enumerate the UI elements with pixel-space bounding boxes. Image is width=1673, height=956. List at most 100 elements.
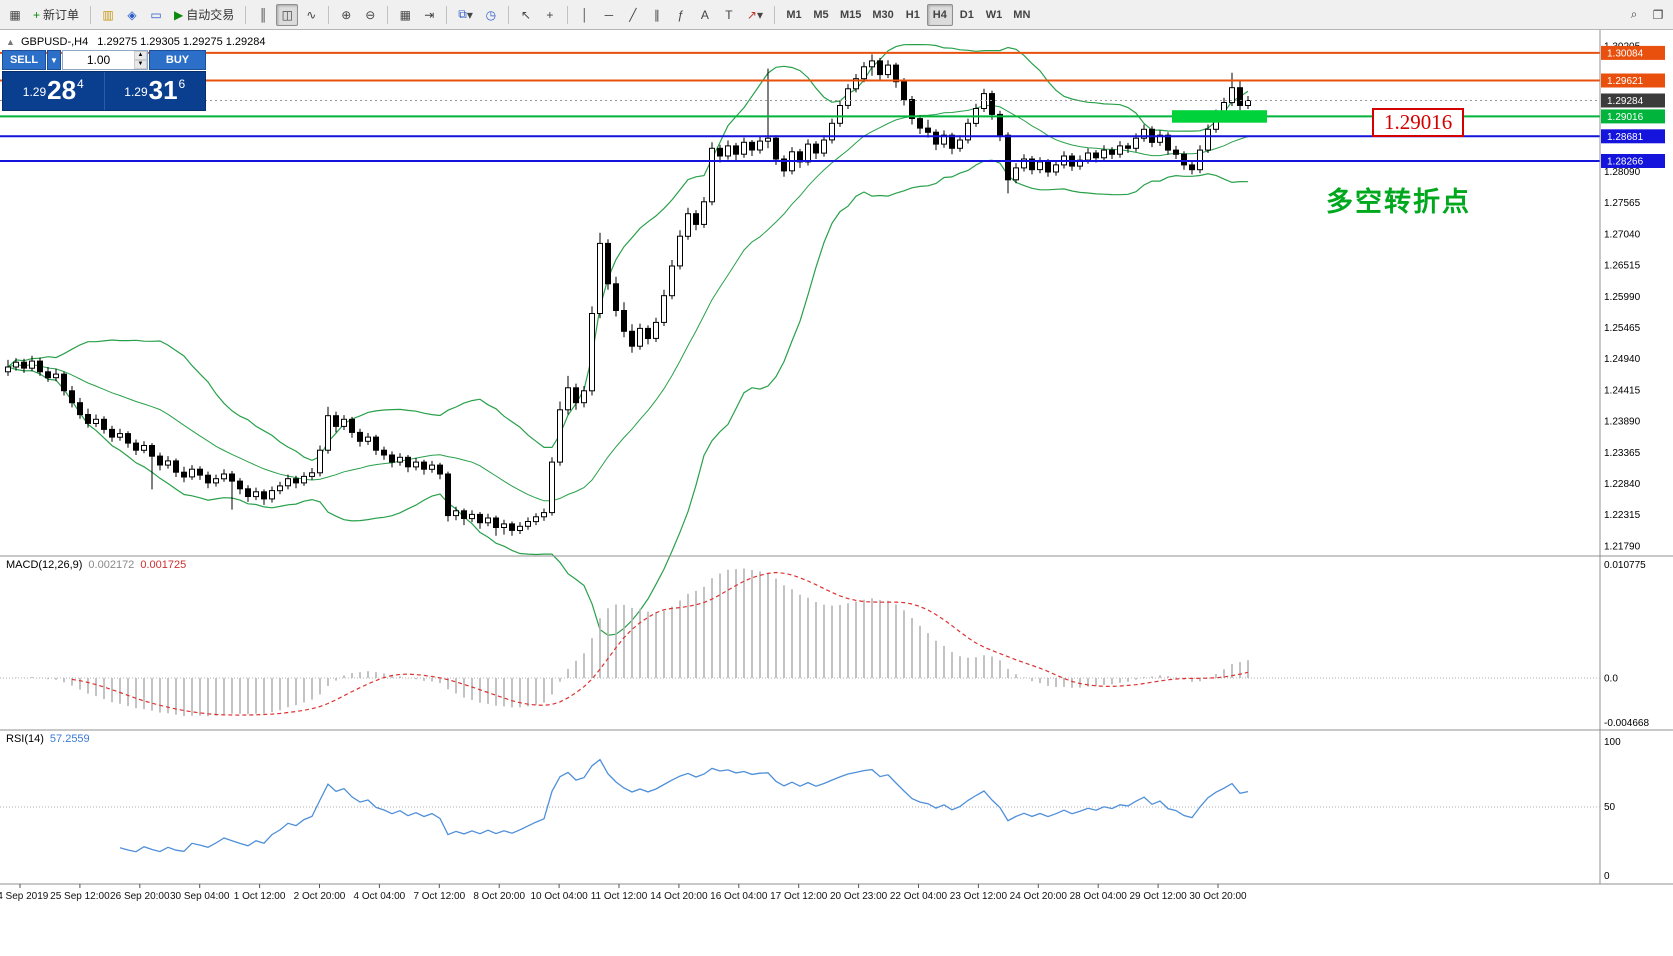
volume-field-wrap: ▲ ▼: [62, 50, 148, 70]
search-button[interactable]: ⌕: [1623, 4, 1645, 26]
clock-icon: ◷: [485, 7, 497, 22]
candlestick-icon: ◫: [281, 7, 293, 22]
svg-text:25 Sep 12:00: 25 Sep 12:00: [50, 891, 110, 902]
svg-text:1.28266: 1.28266: [1607, 157, 1644, 168]
svg-text:0.010775: 0.010775: [1604, 560, 1646, 571]
timeframe-group: M1 M5 M15 M30 H1 H4 D1 W1 MN: [781, 3, 1035, 26]
channel-icon: ∥: [653, 7, 660, 22]
horizontal-line-tool-button[interactable]: ─: [598, 4, 620, 26]
svg-text:30 Sep 04:00: 30 Sep 04:00: [170, 891, 230, 902]
svg-text:1.25990: 1.25990: [1604, 292, 1641, 303]
sell-button[interactable]: SELL: [2, 50, 46, 70]
svg-text:1.28681: 1.28681: [1607, 132, 1644, 143]
arrows-tool-button[interactable]: ↗ ▾: [742, 4, 768, 26]
volume-input[interactable]: [63, 51, 134, 69]
candlestick-type-button[interactable]: ◫: [276, 3, 299, 26]
timeframe-button-m1[interactable]: M1: [781, 4, 807, 26]
price-callout[interactable]: 1.29016: [1372, 108, 1465, 137]
svg-text:7 Oct 12:00: 7 Oct 12:00: [413, 891, 465, 902]
svg-text:1.29621: 1.29621: [1607, 76, 1644, 87]
toolbar-separator: [507, 5, 509, 24]
trendline-tool-button[interactable]: ╱: [622, 4, 644, 26]
macd-label: MACD(12,26,9) 0.002172 0.001725: [6, 559, 186, 571]
buy-price-big: 31: [148, 75, 178, 105]
timeframe-button-h4[interactable]: H4: [926, 3, 953, 26]
zoom-in-button[interactable]: ⊕: [335, 4, 357, 26]
cursor-tool-button[interactable]: ↖: [515, 4, 537, 26]
terminal-icon: ▭: [150, 7, 162, 22]
toolbar-separator: [773, 5, 775, 24]
timeframe-button-m30[interactable]: M30: [867, 4, 898, 26]
buy-price-display[interactable]: 1.29 31 6: [105, 72, 206, 110]
search-icon: ⌕: [1630, 7, 1638, 21]
line-chart-type-button[interactable]: ∿: [300, 4, 322, 26]
svg-text:1.27040: 1.27040: [1604, 229, 1641, 240]
rsi-name: RSI(14): [6, 733, 44, 745]
zoom-out-button[interactable]: ⊖: [359, 4, 381, 26]
timeframe-button-m15[interactable]: M15: [835, 4, 866, 26]
symbol-title: GBPUSD-,H4: [20, 36, 89, 48]
grid-toggle-button[interactable]: ▦: [394, 4, 416, 26]
macd-main-value: 0.002172: [88, 559, 135, 571]
navigator-button[interactable]: ◈: [121, 4, 143, 26]
svg-text:0: 0: [1604, 871, 1610, 882]
svg-text:24 Oct 20:00: 24 Oct 20:00: [1010, 891, 1068, 902]
zoom-out-icon: ⊖: [365, 7, 376, 22]
svg-text:4 Oct 04:00: 4 Oct 04:00: [354, 891, 406, 902]
timeframe-button-h1[interactable]: H1: [900, 4, 926, 26]
new-order-button[interactable]: + 新订单: [28, 4, 84, 26]
arrange-windows-icon: ⧉: [458, 7, 467, 21]
one-click-trade-panel: SELL ▼ ▲ ▼ BUY 1.29 28 4 1.29 31 6: [2, 50, 206, 111]
chart-shift-icon: ⇥: [424, 7, 435, 22]
svg-text:0.0: 0.0: [1604, 674, 1618, 685]
sell-dropdown-button[interactable]: ▼: [47, 50, 61, 70]
sell-price-display[interactable]: 1.29 28 4: [3, 72, 105, 110]
label-tool-button[interactable]: T: [718, 4, 740, 26]
svg-text:1.23365: 1.23365: [1604, 448, 1641, 459]
vertical-line-tool-button[interactable]: │: [574, 4, 596, 26]
terminal-button[interactable]: ▭: [145, 4, 167, 26]
annotation-text[interactable]: 多空转折点: [1326, 187, 1471, 217]
volume-down-button[interactable]: ▼: [134, 60, 147, 69]
chart-window-button[interactable]: ▦: [4, 4, 26, 26]
toolbar-separator: [387, 5, 389, 24]
chart-window-icon: ▦: [9, 7, 21, 22]
chevron-down-icon: ▾: [466, 7, 473, 22]
crosshair-tool-button[interactable]: +: [539, 4, 561, 26]
new-order-icon: +: [33, 7, 41, 22]
timeframe-button-m5[interactable]: M5: [808, 4, 834, 26]
channel-tool-button[interactable]: ∥: [646, 4, 668, 26]
arrange-windows-button[interactable]: ⧉ ▾: [453, 4, 478, 26]
svg-text:17 Oct 12:00: 17 Oct 12:00: [770, 891, 828, 902]
cursor-icon: ↖: [520, 7, 531, 22]
svg-text:1 Oct 12:00: 1 Oct 12:00: [234, 891, 286, 902]
symbol-icon: ▲: [6, 37, 15, 47]
zoom-in-icon: ⊕: [341, 7, 352, 22]
svg-text:1.27565: 1.27565: [1604, 198, 1641, 209]
svg-text:1.21790: 1.21790: [1604, 541, 1641, 552]
timeframe-button-mn[interactable]: MN: [1008, 4, 1035, 26]
buy-button[interactable]: BUY: [149, 50, 206, 70]
svg-text:1.22315: 1.22315: [1604, 510, 1641, 521]
bar-chart-type-button[interactable]: ║: [252, 4, 274, 26]
auto-trading-button[interactable]: ▶ 自动交易: [169, 4, 239, 26]
fibonacci-tool-button[interactable]: ƒ: [670, 4, 692, 26]
timeframe-button-w1[interactable]: W1: [981, 4, 1008, 26]
trendline-icon: ╱: [629, 7, 637, 22]
market-watch-button[interactable]: ▥: [97, 4, 119, 26]
horizontal-line-icon: ─: [604, 7, 614, 22]
fibonacci-icon: ƒ: [677, 7, 685, 22]
text-tool-button[interactable]: A: [694, 4, 716, 26]
svg-text:-0.004668: -0.004668: [1604, 718, 1649, 729]
svg-text:1.23890: 1.23890: [1604, 417, 1641, 428]
svg-text:11 Oct 12:00: 11 Oct 12:00: [591, 891, 648, 902]
windows-button[interactable]: ❐: [1647, 4, 1669, 26]
svg-text:1.22840: 1.22840: [1604, 479, 1641, 490]
svg-text:22 Oct 04:00: 22 Oct 04:00: [890, 891, 948, 902]
timeframe-button-d1[interactable]: D1: [954, 4, 980, 26]
svg-text:1.30084: 1.30084: [1607, 48, 1644, 59]
chart-shift-button[interactable]: ⇥: [418, 4, 440, 26]
period-clock-button[interactable]: ◷: [480, 4, 502, 26]
volume-up-button[interactable]: ▲: [134, 51, 147, 60]
